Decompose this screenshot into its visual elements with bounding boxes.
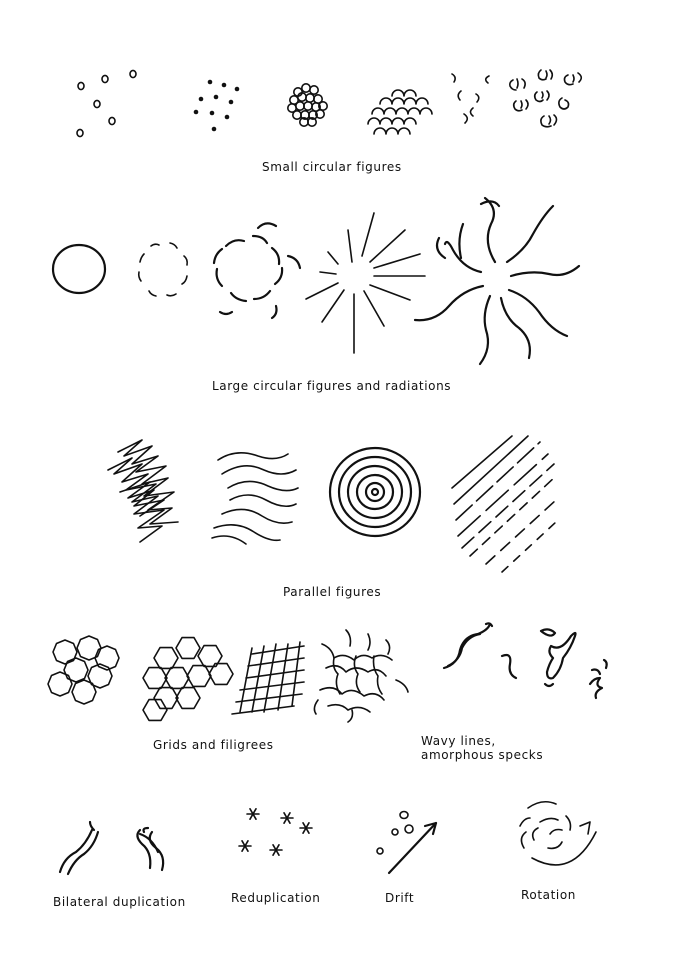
octagon-grid xyxy=(47,635,120,705)
drift-specks-arrow xyxy=(376,810,438,875)
reduplication-stars xyxy=(238,807,313,857)
concentric-rings xyxy=(328,446,422,538)
small-circles-scales xyxy=(367,89,433,135)
small-circles-dense-cluster xyxy=(286,83,328,128)
radiating-lines xyxy=(305,212,426,354)
circle-of-arcs xyxy=(212,222,302,320)
caption-wavy-lines: Wavy lines, xyxy=(421,734,496,748)
crosshatch-grid xyxy=(231,641,305,715)
caption-amorphous-specks: amorphous specks xyxy=(421,748,544,762)
caption-small-circular-figures: Small circular figures xyxy=(262,160,402,174)
caption-reduplication: Reduplication xyxy=(231,891,321,905)
caption-rotation: Rotation xyxy=(521,888,576,902)
caption-grids-filigrees: Grids and filigrees xyxy=(153,738,274,752)
broken-circle-ring xyxy=(137,242,188,297)
parallel-zigzags xyxy=(107,439,179,543)
caption-bilateral-duplication: Bilateral duplication xyxy=(53,895,186,909)
large-circle xyxy=(51,243,107,295)
parallel-dashed-diagonals xyxy=(451,435,557,573)
small-circles-squiggles xyxy=(509,69,583,128)
parallel-wavy-bundle xyxy=(211,452,299,545)
rotation-spiral xyxy=(519,800,597,866)
radiating-wavy-lines xyxy=(413,196,581,366)
small-circles-open-dots xyxy=(76,69,137,138)
filigree-network xyxy=(313,629,409,723)
small-circles-filled-dots xyxy=(193,79,240,132)
hexagon-grid xyxy=(142,636,234,722)
caption-drift: Drift xyxy=(385,891,415,905)
caption-parallel-figures: Parallel figures xyxy=(283,585,382,599)
wavy-lines-specks xyxy=(442,622,608,700)
bilateral-duplication-strokes xyxy=(58,820,165,876)
small-circles-open-arcs xyxy=(451,73,490,124)
caption-large-circular-figures: Large circular figures and radiations xyxy=(212,379,452,393)
